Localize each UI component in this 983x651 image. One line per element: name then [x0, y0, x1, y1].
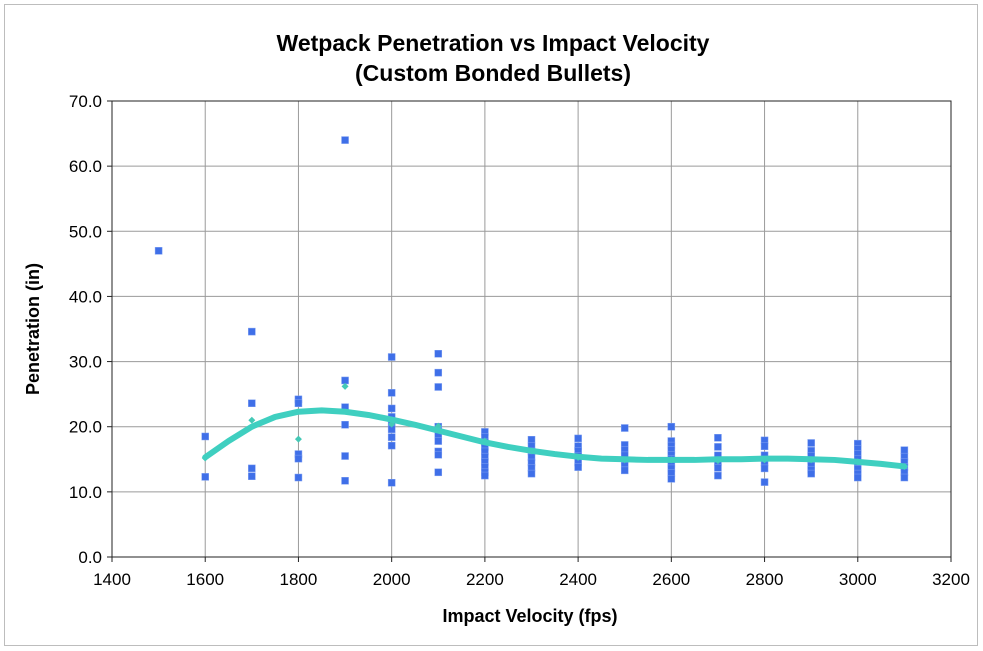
data-point-square: [248, 327, 256, 336]
y-tick-label: 60.0: [69, 157, 102, 176]
data-point-square: [154, 247, 163, 255]
data-point-square: [527, 435, 536, 444]
data-point-square: [434, 368, 443, 377]
data-point-square: [620, 424, 629, 432]
x-tick-label: 1600: [186, 570, 224, 589]
data-point-square: [714, 471, 722, 480]
data-point-square: [760, 442, 769, 451]
data-point-square: [714, 434, 722, 442]
data-point-square: [900, 446, 909, 454]
plot-border: [111, 100, 952, 558]
data-point-square: [667, 475, 676, 483]
data-point-square: [294, 473, 303, 482]
data-point-square: [434, 350, 443, 358]
data-point-square: [714, 464, 722, 472]
data-point-square: [527, 469, 536, 478]
data-point-square: [294, 399, 303, 408]
x-tick-label: 2600: [652, 570, 690, 589]
data-point-square: [387, 433, 396, 441]
data-point-square: [341, 477, 349, 485]
x-axis-title: Impact Velocity (fps): [442, 606, 617, 626]
y-axis-title: Penetration (in): [23, 263, 43, 395]
x-tick-label: 2200: [466, 570, 504, 589]
data-point-diamond: [294, 435, 302, 443]
data-point-square: [807, 439, 815, 447]
data-point-square: [341, 452, 349, 460]
x-tick-label: 1400: [93, 570, 131, 589]
data-point-square: [434, 450, 443, 459]
data-point-square: [714, 443, 722, 451]
y-tick-label: 20.0: [69, 418, 102, 437]
data-point-square: [434, 437, 443, 445]
data-point-square: [434, 468, 443, 477]
data-point-square: [854, 473, 862, 482]
chart-subtitle: (Custom Bonded Bullets): [355, 60, 631, 86]
data-point-square: [807, 469, 815, 478]
y-tick-labels: 0.0 10.0 20.0 30.0 40.0 50.0 60.0 70.0: [69, 92, 102, 567]
grid-lines: [107, 100, 952, 562]
plot-area: [112, 101, 951, 557]
y-tick-label: 10.0: [69, 483, 102, 502]
trendline: [202, 407, 908, 470]
data-point-square: [760, 464, 769, 473]
data-point-square: [387, 404, 396, 413]
x-tick-label: 1800: [280, 570, 318, 589]
chart-title: Wetpack Penetration vs Impact Velocity: [277, 30, 710, 56]
data-point-square: [760, 478, 769, 486]
data-point-diamond: [248, 416, 256, 424]
data-point-square: [341, 421, 349, 429]
y-tick-label: 50.0: [69, 222, 102, 241]
y-tick-label: 0.0: [78, 548, 102, 567]
data-point-diamond: [341, 382, 349, 390]
data-point-square: [667, 422, 676, 431]
x-tick-label: 3000: [839, 570, 877, 589]
data-point-square: [481, 471, 489, 480]
data-point-square: [248, 399, 256, 408]
data-point-square: [434, 383, 443, 391]
x-tick-label: 2000: [373, 570, 411, 589]
x-tick-label: 2400: [559, 570, 597, 589]
data-point-square: [248, 464, 256, 473]
data-point-square: [294, 454, 303, 463]
data-point-square: [387, 389, 396, 397]
data-point-square: [341, 136, 349, 144]
x-tick-labels: 1400 1600 1800 2000 2200 2400 2600 2800 3000 3200: [93, 570, 970, 589]
data-point-square: [387, 478, 396, 487]
data-point-square: [248, 472, 256, 480]
data-point-square: [900, 473, 909, 482]
data-point-square: [201, 473, 209, 481]
scatter-chart: Wetpack Penetration vs Impact Velocity (…: [23, 30, 970, 626]
y-tick-label: 70.0: [69, 92, 102, 111]
x-tick-label: 3200: [932, 570, 970, 589]
y-tick-label: 30.0: [69, 353, 102, 372]
y-tick-label: 40.0: [69, 287, 102, 306]
data-point-square: [620, 466, 629, 475]
data-point-square: [574, 463, 582, 471]
chart-frame: Wetpack Penetration vs Impact Velocity (…: [4, 4, 978, 646]
data-point-square: [387, 441, 396, 450]
x-tick-label: 2800: [746, 570, 784, 589]
data-point-square: [201, 432, 209, 441]
data-point-square: [574, 434, 582, 443]
data-point-square: [387, 353, 396, 361]
